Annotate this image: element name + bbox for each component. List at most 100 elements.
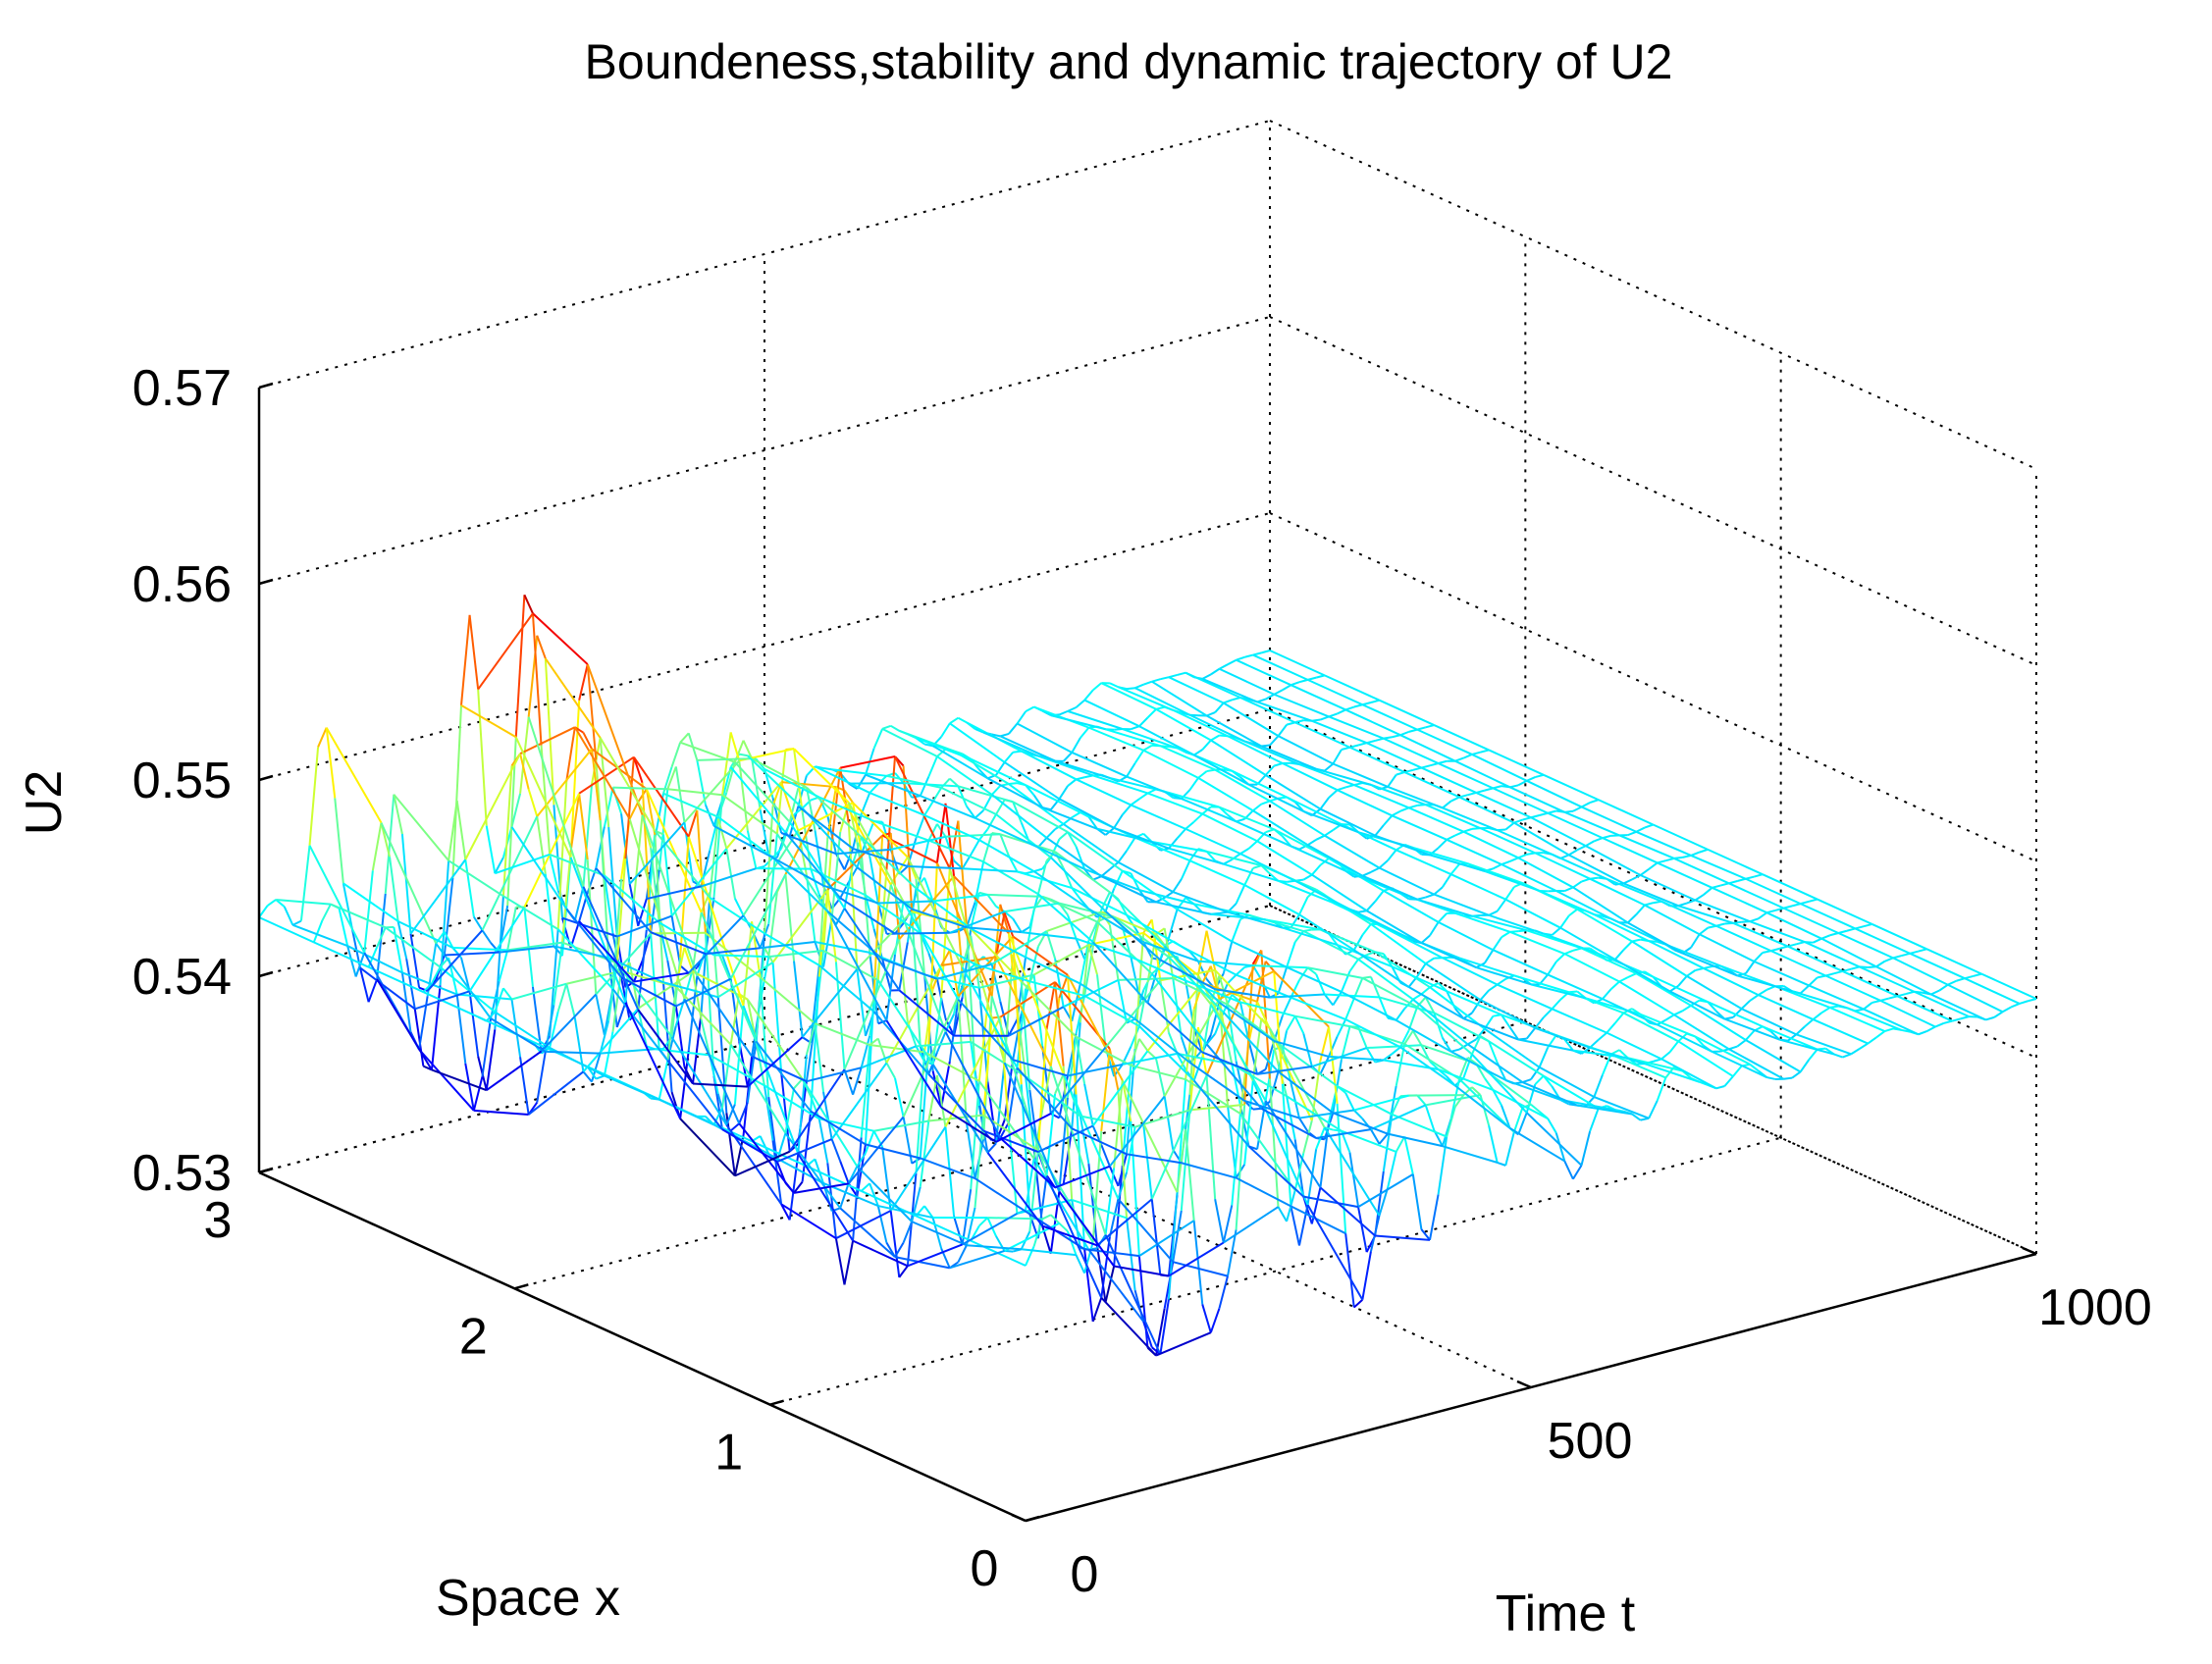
surface-segment — [729, 873, 787, 980]
surface-segment — [1707, 848, 1764, 876]
surface-segment — [1576, 908, 1633, 943]
surface-segment — [1378, 1132, 1389, 1145]
surface-segment — [788, 1068, 846, 1153]
surface-segment — [1016, 710, 1027, 725]
surface-segment — [692, 970, 749, 1001]
surface-segment — [1517, 1112, 1528, 1135]
surface-segment — [452, 946, 508, 952]
surface-segment — [889, 1126, 947, 1212]
surface-segment — [1261, 800, 1271, 806]
surface-segment — [400, 833, 412, 934]
surface-segment — [1497, 1161, 1506, 1167]
surface-segment — [1361, 1251, 1372, 1300]
surface-segment — [561, 916, 618, 938]
surface-segment — [1092, 875, 1102, 881]
surface-segment — [1383, 814, 1394, 826]
surface-segment — [1206, 711, 1216, 717]
surface-segment — [666, 986, 677, 1062]
surface-segment — [1307, 838, 1317, 847]
surface-segment — [1648, 1100, 1659, 1119]
surface-segment — [1118, 686, 1174, 711]
surface-segment — [342, 882, 399, 922]
surface-segment — [1227, 1229, 1238, 1276]
surface-segment — [1138, 1025, 1195, 1082]
surface-segment — [1256, 1066, 1312, 1075]
surface-segment — [949, 777, 960, 788]
surface-segment — [1392, 814, 1448, 841]
surface-segment — [1424, 1105, 1436, 1131]
surface-segment — [1509, 1126, 1565, 1163]
surface-segment — [1025, 784, 1081, 813]
surface-segment — [334, 798, 344, 884]
surface-segment — [1930, 993, 1986, 1021]
surface-segment — [1787, 1033, 1797, 1042]
surface-segment — [1644, 1063, 1700, 1083]
surface-segment — [760, 941, 816, 950]
surface-segment — [940, 950, 951, 966]
surface-segment — [1425, 893, 1435, 899]
surface-segment — [549, 854, 559, 892]
surface-segment — [1471, 1086, 1482, 1096]
surface-segment — [1265, 693, 1275, 701]
surface-segment — [1563, 953, 1620, 983]
surface-segment — [919, 776, 930, 797]
surface-segment — [556, 983, 568, 1013]
surface-segment — [865, 1143, 921, 1160]
surface-segment — [734, 898, 745, 916]
surface-segment — [1846, 1007, 1903, 1031]
surface-segment — [1235, 1104, 1246, 1230]
surface-segment — [1627, 972, 1637, 979]
surface-segment — [1188, 1062, 1245, 1102]
surface-segment — [1387, 1151, 1397, 1188]
z-tick-label: 0.53 — [132, 1145, 232, 1202]
surface-segment — [291, 919, 302, 926]
surface-segment — [962, 1212, 1018, 1246]
surface-segment — [523, 793, 581, 908]
z-tick-label: 0.56 — [132, 556, 232, 613]
surface-segment — [1168, 837, 1179, 850]
surface-segment — [1879, 999, 1936, 1028]
x-tick-label: 0 — [1071, 1546, 1099, 1603]
surface-segment — [1407, 1006, 1419, 1031]
surface-segment — [1138, 725, 1195, 756]
surface-segment — [1454, 830, 1464, 837]
surface-segment — [953, 966, 964, 1014]
surface-segment — [957, 820, 968, 925]
surface-segment — [1387, 774, 1397, 788]
surface-segment — [1294, 1014, 1350, 1028]
surface-segment — [1302, 873, 1313, 881]
surface-segment — [700, 911, 758, 1042]
surface-segment — [1067, 974, 1124, 1081]
surface-segment — [1416, 898, 1473, 917]
surface-segment — [1041, 1214, 1052, 1221]
surface-segment — [923, 877, 934, 902]
surface-segment — [817, 889, 829, 977]
surface-segment — [507, 941, 563, 952]
surface-segment — [1530, 983, 1587, 1000]
surface-segment — [1403, 999, 1414, 1010]
surface-segment — [894, 1242, 905, 1258]
surface-segment — [860, 792, 871, 815]
surface-segment — [1075, 699, 1085, 708]
surface-segment — [641, 814, 699, 977]
surface-segment — [822, 766, 832, 771]
surface-segment — [1429, 1061, 1440, 1070]
surface-segment — [1310, 1061, 1322, 1121]
y-tick-label: 1 — [714, 1425, 743, 1482]
surface-segment — [986, 813, 997, 830]
surface-segment — [1749, 920, 1806, 943]
surface-segment — [1589, 877, 1646, 907]
grid-line — [258, 512, 1271, 781]
surface-segment — [1602, 837, 1659, 864]
surface-segment — [354, 952, 366, 977]
surface-segment — [780, 1203, 837, 1240]
surface-segment — [1021, 925, 1030, 933]
surface-segment — [1454, 911, 1510, 933]
surface-segment — [485, 825, 497, 874]
surface-segment — [915, 814, 926, 839]
surface-segment — [1248, 913, 1304, 932]
surface-segment — [485, 1029, 497, 1091]
surface-segment — [894, 1077, 905, 1118]
